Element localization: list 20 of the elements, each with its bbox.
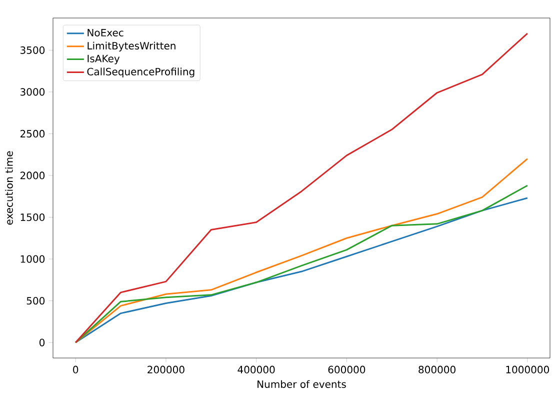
y-tick-label: 2000 [20, 172, 45, 180]
x-tick-label: 1000000 [506, 366, 550, 374]
legend-label: LimitBytesWritten [88, 42, 176, 52]
x-tick-label: 800000 [418, 366, 456, 374]
x-axis-title: Number of events [258, 380, 346, 388]
y-tick-label: 1000 [20, 255, 45, 263]
y-axis-title: execution time [5, 151, 13, 225]
y-tick-label: 3500 [20, 46, 45, 54]
x-tick-label: 200000 [148, 366, 184, 374]
y-tick-label: 1500 [20, 213, 45, 222]
legend-label: NoExec [88, 29, 124, 36]
x-tick-label: 0 [73, 366, 78, 374]
y-tick-label: 2500 [20, 130, 45, 138]
y-tick-label: 0 [39, 338, 45, 346]
legend-label: CallSequenceProfiling [87, 68, 194, 78]
x-tick-label: 400000 [238, 366, 275, 374]
y-tick-label: 500 [26, 296, 45, 305]
x-tick-label: 600000 [328, 366, 366, 374]
legend-label: IsAKey [88, 54, 120, 64]
y-tick-label: 3000 [20, 88, 45, 96]
